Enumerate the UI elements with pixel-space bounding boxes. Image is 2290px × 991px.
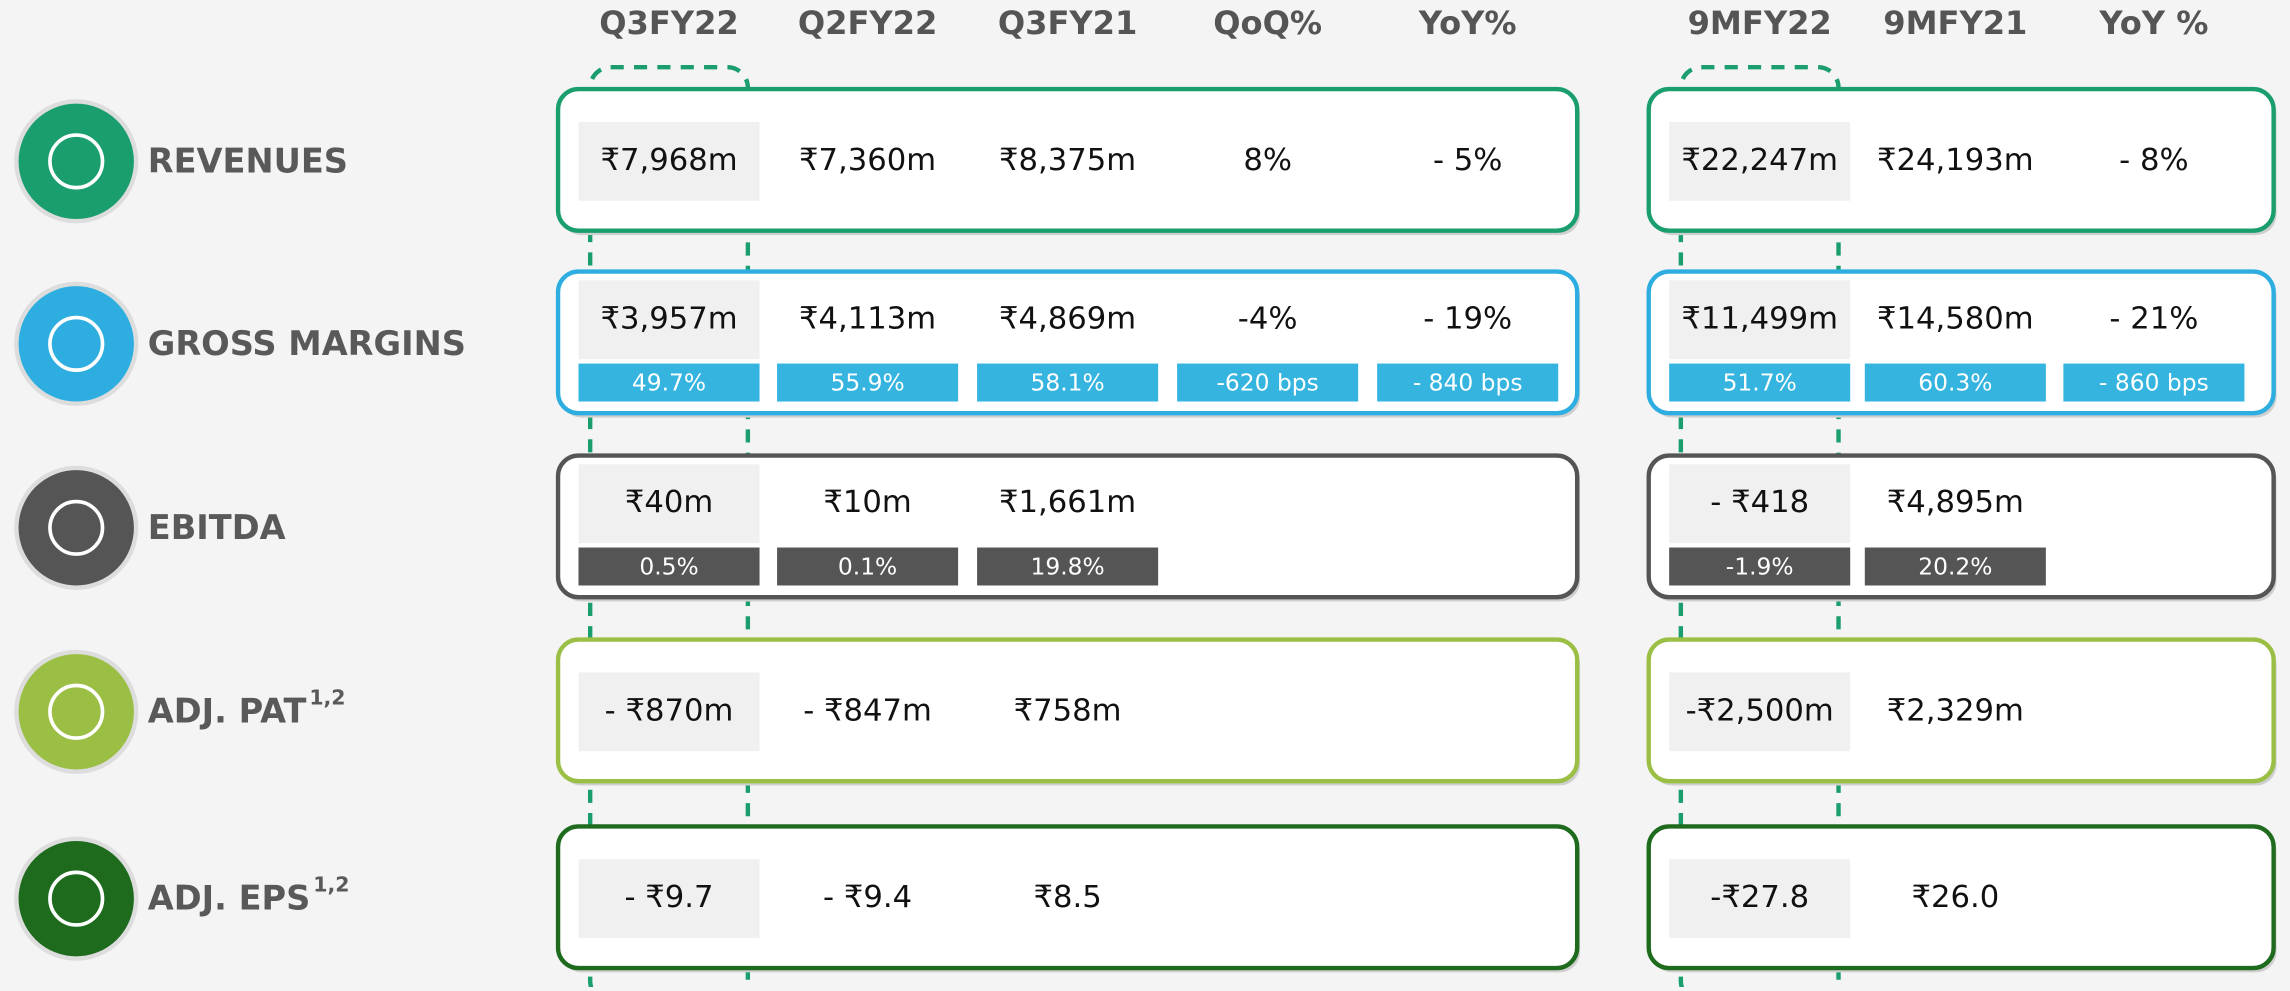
value: ₹758m: [1014, 693, 1122, 728]
row-label-superscript: 1,2: [309, 686, 345, 710]
value: - 19%: [1423, 301, 1512, 336]
sub-value: -1.9%: [1726, 552, 1794, 580]
value: ₹7,968m: [600, 143, 737, 178]
row-icon-glyph: [48, 315, 105, 372]
sub-value: 49.7%: [632, 368, 706, 396]
value: ₹4,869m: [999, 301, 1136, 336]
row-icon: [14, 649, 139, 774]
sub-value: 0.1%: [838, 552, 897, 580]
sub-value-bar: [977, 363, 1159, 402]
row-icon: [14, 281, 139, 406]
row-box: [555, 637, 1580, 784]
highlight-cell: [578, 280, 760, 360]
value: ₹24,193m: [1877, 143, 2034, 178]
value: ₹40m: [625, 485, 713, 520]
value: ₹7,360m: [799, 143, 936, 178]
column-header: Q3FY22: [599, 4, 739, 42]
value: - 5%: [1433, 143, 1502, 178]
value: ₹4,113m: [799, 301, 936, 336]
value: ₹22,247m: [1681, 143, 1838, 178]
value: - ₹9.4: [823, 880, 912, 915]
sub-value-bar: [1669, 363, 1851, 402]
column-header: YoY%: [1418, 4, 1517, 42]
column-header: 9MFY22: [1688, 4, 1832, 42]
column-header: Q2FY22: [798, 4, 938, 42]
row-label: GROSS MARGINS: [148, 324, 466, 363]
value: -₹2,500m: [1686, 693, 1834, 728]
column-header: 9MFY21: [1883, 4, 2027, 42]
column-header: QoQ%: [1213, 4, 1322, 42]
row-icon-glyph: [48, 870, 105, 927]
sub-value-bar: [777, 363, 959, 402]
highlight-cell: [1669, 121, 1851, 201]
sub-value: 0.5%: [639, 552, 698, 580]
row-box: [555, 824, 1580, 971]
value: 8%: [1243, 143, 1292, 178]
value: -4%: [1238, 301, 1298, 336]
sub-value: 51.7%: [1723, 368, 1797, 396]
sub-value: -620 bps: [1217, 368, 1319, 396]
value: ₹14,580m: [1877, 301, 2034, 336]
sub-value: 60.3%: [1918, 368, 1992, 396]
highlight-cell: [1669, 859, 1851, 939]
highlight-cell: [578, 859, 760, 939]
row-icon: [14, 465, 139, 590]
sub-value: 20.2%: [1918, 552, 1992, 580]
sub-value-bar: [1177, 363, 1359, 402]
sub-value-bar: [1864, 363, 2046, 402]
value: ₹4,895m: [1887, 485, 2024, 520]
highlight-cell: [1669, 464, 1851, 544]
row-label: ADJ. EPS: [148, 879, 311, 918]
sub-value-bar: [777, 547, 959, 586]
column-header: YoY %: [2098, 4, 2208, 42]
sub-value-bar: [1864, 547, 2046, 586]
value: -₹27.8: [1710, 880, 1809, 915]
value: ₹8,375m: [999, 143, 1136, 178]
highlight-cell: [578, 464, 760, 544]
row-icon-glyph: [48, 133, 105, 190]
sub-value: 19.8%: [1031, 552, 1105, 580]
sub-value-bar: [578, 363, 760, 402]
value: ₹11,499m: [1681, 301, 1838, 336]
value: - ₹870m: [605, 693, 734, 728]
row-icon-glyph: [48, 499, 105, 556]
sub-value-bar: [2063, 363, 2245, 402]
row-box: [555, 86, 1580, 233]
sub-value: 55.9%: [830, 368, 904, 396]
row-icon: [14, 99, 139, 224]
column-header: Q3FY21: [998, 4, 1138, 42]
sub-value-bar: [1669, 547, 1851, 586]
sub-value: - 860 bps: [2099, 368, 2209, 396]
value: ₹3,957m: [600, 301, 737, 336]
row-icon: [14, 836, 139, 961]
highlight-cell: [1669, 672, 1851, 752]
row-icon-glyph: [48, 683, 105, 740]
value: - ₹847m: [803, 693, 932, 728]
sub-value-bar: [977, 547, 1159, 586]
value: - 8%: [2119, 143, 2188, 178]
value: - ₹418: [1710, 485, 1809, 520]
row-label: EBITDA: [148, 508, 286, 547]
value: ₹26.0: [1911, 880, 1999, 915]
row-label-superscript: 1,2: [313, 873, 349, 897]
row-label: ADJ. PAT: [148, 692, 307, 731]
value: ₹2,329m: [1887, 693, 2024, 728]
value: - 21%: [2109, 301, 2198, 336]
sub-value-bar: [1377, 363, 1559, 402]
value: ₹10m: [823, 485, 911, 520]
value: - ₹9.7: [624, 880, 713, 915]
value: ₹8.5: [1033, 880, 1101, 915]
highlight-cell: [1669, 280, 1851, 360]
highlight-cell: [578, 121, 760, 201]
highlight-cell: [578, 672, 760, 752]
sub-value: 58.1%: [1031, 368, 1105, 396]
sub-value: - 840 bps: [1413, 368, 1523, 396]
value: ₹1,661m: [999, 485, 1136, 520]
row-label: REVENUES: [148, 141, 348, 180]
sub-value-bar: [578, 547, 760, 586]
